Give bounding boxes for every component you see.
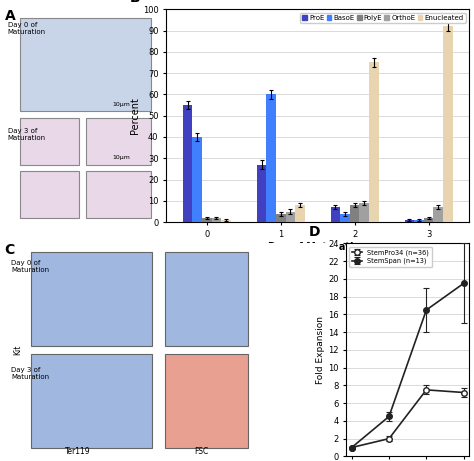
X-axis label: Day of Maturation: Day of Maturation xyxy=(268,242,367,252)
Bar xyxy=(276,213,285,222)
Bar xyxy=(405,220,414,222)
Bar xyxy=(359,203,369,222)
Text: Day 3 of
Maturation: Day 3 of Maturation xyxy=(11,367,50,380)
Bar xyxy=(266,95,276,222)
Bar xyxy=(433,207,443,222)
Text: Kit: Kit xyxy=(14,345,23,355)
Bar xyxy=(183,105,192,222)
FancyBboxPatch shape xyxy=(20,171,79,218)
Bar xyxy=(414,220,424,222)
FancyBboxPatch shape xyxy=(20,118,79,165)
Bar xyxy=(340,213,350,222)
Bar xyxy=(350,205,359,222)
Legend: ProE, BasoE, PolyE, OrthoE, Enucleated: ProE, BasoE, PolyE, OrthoE, Enucleated xyxy=(300,13,466,23)
Y-axis label: Fold Expansion: Fold Expansion xyxy=(316,316,325,384)
Bar xyxy=(331,207,340,222)
FancyBboxPatch shape xyxy=(165,252,248,346)
Bar xyxy=(443,26,453,222)
Bar xyxy=(192,137,202,222)
Bar xyxy=(424,218,433,222)
FancyBboxPatch shape xyxy=(31,252,152,346)
Text: A: A xyxy=(5,9,16,23)
Text: FSC: FSC xyxy=(195,447,209,456)
Bar xyxy=(221,220,231,222)
Bar xyxy=(202,218,212,222)
Legend: StemPro34 (n=36), StemSpan (n=13): StemPro34 (n=36), StemSpan (n=13) xyxy=(349,247,432,267)
FancyBboxPatch shape xyxy=(31,354,152,448)
Text: Day 0 of
Maturation: Day 0 of Maturation xyxy=(11,260,50,273)
Text: C: C xyxy=(5,243,15,257)
Text: 10μm: 10μm xyxy=(112,102,130,107)
FancyBboxPatch shape xyxy=(20,18,151,112)
Text: Day 0 of
Maturation: Day 0 of Maturation xyxy=(8,22,46,35)
Text: 10μm: 10μm xyxy=(112,155,130,160)
FancyBboxPatch shape xyxy=(86,171,151,218)
Bar xyxy=(285,212,295,222)
Text: Day 3 of
Maturation: Day 3 of Maturation xyxy=(8,129,46,142)
Y-axis label: Percent: Percent xyxy=(130,97,140,134)
Bar xyxy=(212,218,221,222)
FancyBboxPatch shape xyxy=(86,118,151,165)
Text: Ter119: Ter119 xyxy=(65,447,91,456)
Bar xyxy=(295,205,305,222)
FancyBboxPatch shape xyxy=(165,354,248,448)
Text: B: B xyxy=(130,0,140,5)
Text: D: D xyxy=(309,225,320,239)
Bar xyxy=(257,165,266,222)
Bar xyxy=(369,62,379,222)
